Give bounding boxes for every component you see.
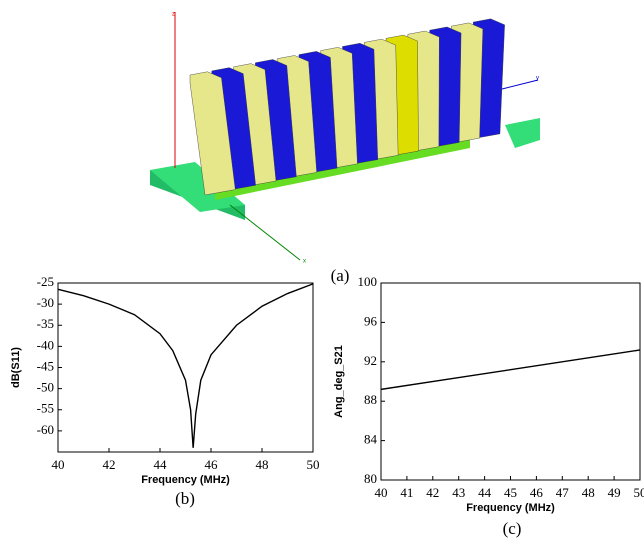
y-tick-label: -45 [37,358,54,373]
figure-canvas: z y x (a) (b) (c) 40 42 44 46 48 50 -60 -55 -50 -… [0,0,644,541]
pad [505,118,540,148]
y-tick-label: 100 [358,274,378,289]
x-tick-label: 49 [608,485,621,500]
plot-frame [381,283,640,480]
x-tick-label: 42 [426,485,439,500]
y-tick-label: -25 [37,274,54,289]
caption: (a) [331,266,350,285]
x-tick-label: 47 [556,485,570,500]
y-axis-title: Ang_deg_S21 [333,345,345,418]
y-tick-label: -35 [37,316,54,331]
caption: (c) [503,519,522,538]
x-tick-label: 50 [307,457,320,472]
y-tick-label: 96 [364,313,378,328]
y-tick-label: 80 [364,471,377,486]
x-tick-label: 42 [103,457,116,472]
y-tick-label: -55 [37,401,54,416]
caption: (b) [175,489,195,508]
x-axis-title: Frequency (MHz) [141,474,230,486]
x-tick-label: 48 [582,485,595,500]
3d-render: z y x [150,12,540,265]
y-tick-label: -30 [37,295,54,310]
x-axis-title: Frequency (MHz) [466,502,555,514]
y-tick-label: -40 [37,337,54,352]
data-line [58,284,313,448]
x-tick-label: 48 [256,457,269,472]
y-tick-label: -50 [37,380,54,395]
y-tick-label: 88 [364,392,377,407]
x-tick-label: 41 [400,485,413,500]
x-tick-label: 45 [504,485,517,500]
x-tick-label: 40 [52,457,65,472]
y-tick-label: -60 [37,422,54,437]
x-tick-label: 40 [375,485,388,500]
data-line [381,350,640,389]
y-tick-label: 92 [364,353,377,368]
x-tick-label: 50 [634,485,644,500]
x-tick-label: 46 [530,485,544,500]
y-tick-label: 84 [364,432,378,447]
axis-letter: x [303,259,306,265]
axis-letter: y [536,76,539,82]
x-tick-label: 44 [154,457,168,472]
x-tick-label: 43 [452,485,465,500]
x-axis [230,205,300,260]
x-tick-label: 46 [205,457,219,472]
x-tick-label: 44 [478,485,492,500]
y-axis-title: dB(S11) [10,347,22,388]
plot-frame [58,283,313,452]
figure: z y x (a) (b) (c) 40 42 44 46 48 50 -60 -55 -50 -… [0,0,644,541]
axis-letter: z [172,12,175,18]
